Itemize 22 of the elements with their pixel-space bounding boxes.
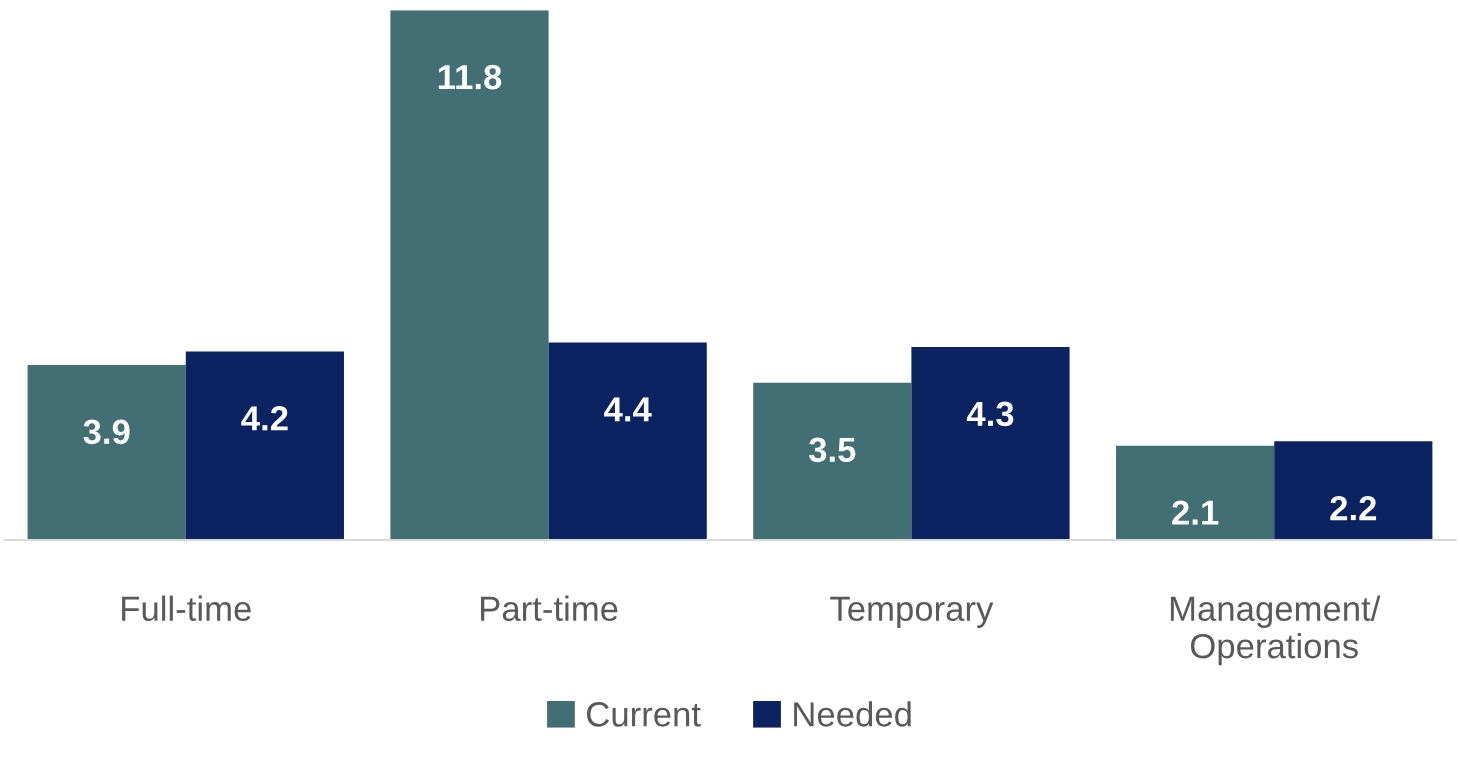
bar bbox=[27, 364, 186, 541]
x-tick-label: Management/ Operations bbox=[1170, 595, 1381, 666]
data-label: 4.4 bbox=[604, 397, 652, 422]
bar bbox=[1274, 441, 1433, 541]
bar bbox=[911, 346, 1070, 541]
data-label: 4.3 bbox=[966, 401, 1014, 427]
x-tick-label: Temporary bbox=[830, 596, 994, 628]
legend-label: Current bbox=[587, 702, 701, 727]
bar bbox=[548, 342, 707, 541]
data-label: 3.5 bbox=[808, 437, 856, 463]
bar bbox=[185, 351, 344, 541]
data-label: 3.9 bbox=[83, 419, 130, 445]
data-label: 2.1 bbox=[1172, 500, 1219, 525]
x-tick-label: Part-time bbox=[481, 595, 618, 622]
x-tick-label: Full-time bbox=[122, 595, 251, 622]
data-label: 2.2 bbox=[1330, 495, 1377, 521]
bar bbox=[390, 10, 549, 541]
data-label: 11.8 bbox=[438, 64, 502, 90]
bar bbox=[1116, 445, 1275, 541]
bar bbox=[753, 382, 912, 541]
data-label: 4.2 bbox=[241, 406, 288, 431]
legend-label: Needed bbox=[794, 701, 911, 727]
